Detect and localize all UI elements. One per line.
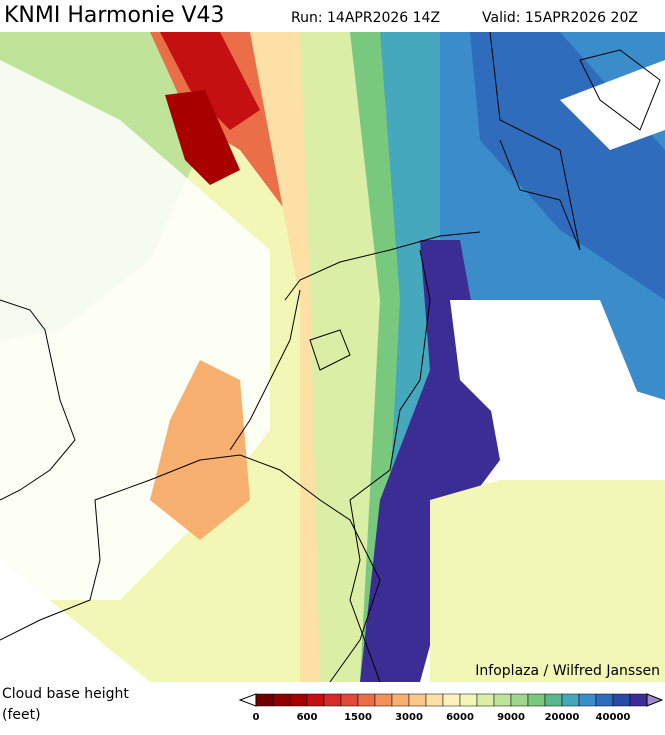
colorbar-tick-label: 0 [253,712,260,723]
credit: Infoplaza / Wilfred Janssen [475,663,660,679]
colorbar-segment [357,693,376,707]
colorbar-segment [544,693,563,707]
legend-label: Cloud base height [2,686,129,702]
colorbar-tick-label: 6000 [446,712,474,723]
colorbar-segment [306,693,325,707]
colorbar-segment [255,693,274,707]
colorbar-segment [272,693,291,707]
colorbar-segment [629,693,648,707]
coastlines [0,31,661,683]
colorbar-tick-label: 20000 [545,712,580,723]
colorbar-tick-label: 3000 [395,712,423,723]
colorbar-segment [510,693,529,707]
colorbar-segment [289,693,308,707]
colorbar-tick-label: 1500 [344,712,372,723]
colorbar-segment [595,693,614,707]
colorbar-segment [476,693,495,707]
colorbar-segment [408,693,427,707]
colorbar-segment [578,693,597,707]
colorbar-segment [323,693,342,707]
colorbar-tick-label: 600 [297,712,318,723]
legend-unit: (feet) [2,707,41,723]
colorbar: 0 600 1500 3000 6000 9000 20000 40000 [238,693,664,723]
colorbar-segment [527,693,546,707]
cloud-field [0,32,665,682]
colorbar-segment [493,693,512,707]
valid-time: Valid: 15APR2026 20Z [482,10,638,26]
map-title: KNMI Harmonie V43 [4,3,225,28]
colorbar-segment [340,693,359,707]
colorbar-segment [425,693,444,707]
colorbar-segment [612,693,631,707]
colorbar-segment [442,693,461,707]
colorbar-segment [391,693,410,707]
run-time: Run: 14APR2026 14Z [291,10,440,26]
colorbar-segment [459,693,478,707]
colorbar-tick-label: 40000 [596,712,631,723]
colorbar-segment [561,693,580,707]
colorbar-segment [374,693,393,707]
legend-panel [0,682,665,735]
colorbar-tick-label: 9000 [497,712,525,723]
colorbar-arrow-high [646,693,664,707]
